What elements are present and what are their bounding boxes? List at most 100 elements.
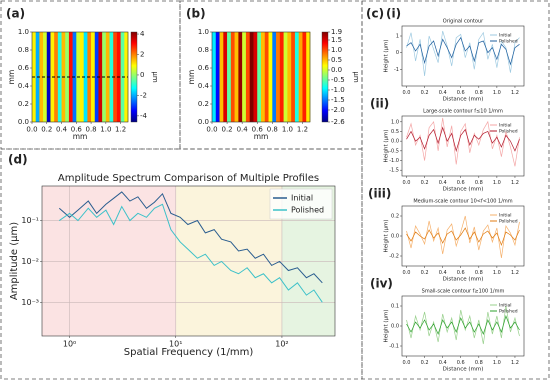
legend-label: Initial [499, 303, 511, 309]
y-tick-label: 0.2 [18, 100, 29, 108]
heatmap-cell [283, 32, 288, 122]
y-axis-label: mm [187, 70, 196, 85]
data-line [406, 36, 520, 66]
y-tick-label: -1 [394, 67, 399, 73]
x-tick-label: 1.2 [297, 126, 308, 134]
y-tick-label: 1.0 [391, 119, 399, 125]
data-line [406, 227, 520, 247]
x-axis-label: mm [73, 132, 88, 141]
panel-label: (c) [366, 7, 384, 21]
x-tick-label: 0.4 [439, 270, 447, 276]
x-tick-label: 0.6 [457, 180, 465, 186]
y-axis-label: Height (μm) [384, 309, 390, 342]
panel-border [0, 0, 181, 150]
x-tick-label: 1.0 [493, 360, 501, 366]
colorbar-tick-label: -0.5 [331, 76, 345, 84]
data-line [406, 126, 520, 153]
plot-frame [31, 31, 129, 123]
colorbar-tick-label: 0 [140, 71, 144, 79]
y-tick-label: 0.4 [198, 82, 210, 90]
x-tick-label: 10⁰ [63, 340, 76, 349]
legend-label: Polished [499, 129, 518, 135]
heatmap-cell [257, 32, 262, 122]
chart-title: Original contour [443, 19, 484, 25]
x-axis-label: Distance (mm) [443, 277, 484, 283]
x-tick-label: 0.2 [41, 126, 52, 134]
x-tick-label: 0.4 [439, 180, 447, 186]
colorbar [130, 31, 138, 123]
heatmap-cell [242, 32, 247, 122]
y-axis-label: Height (μm) [384, 129, 390, 162]
colorbar-tick-label: 1.5 [331, 36, 342, 44]
panel-label: (a) [6, 7, 25, 21]
chart-title: Medium-scale contour 10<f<100 1/mm [413, 199, 512, 205]
subpanel-label: (iv) [370, 277, 393, 291]
heatmap-cell [238, 32, 243, 122]
heatmap-cell [109, 32, 114, 122]
x-tick-label: 0.0 [403, 360, 411, 366]
y-tick-label: -0.5 [389, 148, 399, 154]
legend-label: Polished [291, 206, 324, 215]
x-tick-label: 0.2 [421, 90, 429, 96]
x-tick-label: 0.0 [206, 126, 217, 134]
data-line [58, 191, 323, 284]
legend-label: Polished [499, 309, 518, 315]
colorbar-tick-label: -1.5 [331, 96, 345, 104]
heatmap-cell [306, 32, 311, 122]
y-tick-label: 0.1 [391, 304, 399, 310]
colorbar-tick-label: -2.0 [331, 106, 345, 114]
heatmap-cell [83, 32, 88, 122]
x-tick-label: 1.0 [493, 180, 501, 186]
y-tick-label: -1.5 [389, 168, 399, 174]
frequency-band [175, 186, 282, 336]
x-axis-label: Distance (mm) [443, 97, 484, 103]
panel-border [0, 148, 363, 380]
subpanel-label: (i) [386, 7, 401, 21]
heatmap-cell [287, 32, 292, 122]
colorbar-tick-label: 1.9 [331, 28, 342, 36]
x-tick-label: 0.8 [86, 126, 97, 134]
heatmap-cell [215, 32, 220, 122]
heatmap-cell [279, 32, 284, 122]
heatmap-cell [294, 32, 299, 122]
data-line [406, 117, 520, 167]
legend-label: Polished [499, 39, 518, 45]
y-axis-label: Amplitude (μm) [9, 222, 20, 300]
x-tick-label: 0.6 [71, 126, 83, 134]
y-tick-label: 0.2 [391, 214, 399, 220]
data-line [58, 203, 323, 303]
y-tick-label: -0.1 [389, 344, 399, 350]
y-tick-label: 0.0 [391, 139, 399, 145]
x-tick-label: 0.2 [222, 126, 233, 134]
heatmap-cell [261, 32, 266, 122]
subpanel-label: (ii) [370, 97, 389, 111]
x-tick-label: 0.4 [237, 126, 249, 134]
y-axis-label: Height (μm) [384, 219, 390, 252]
heatmap-cell [253, 32, 258, 122]
x-tick-label: 0.8 [475, 360, 483, 366]
colorbar-tick-label: 1.0 [331, 46, 342, 54]
heatmap-cell [219, 32, 224, 122]
colorbar-tick-label: 2 [140, 51, 144, 59]
heatmap-cell [54, 32, 59, 122]
x-tick-label: 0.0 [403, 90, 411, 96]
legend-label: Polished [499, 219, 518, 225]
colorbar-label: μm [352, 71, 360, 82]
x-tick-label: 0.8 [267, 126, 278, 134]
heatmap-cell [227, 32, 232, 122]
chart-title: Amplitude Spectrum Comparison of Multipl… [58, 173, 319, 184]
heatmap-cell [94, 32, 99, 122]
data-line [406, 305, 520, 345]
y-axis-label: mm [7, 70, 16, 85]
x-tick-label: 10¹ [169, 340, 182, 349]
heatmap-cell [272, 32, 277, 122]
heatmap-cell [124, 32, 129, 122]
colorbar-tick-label: -1.0 [331, 86, 345, 94]
heatmap-cell [264, 32, 269, 122]
heatmap-cell [291, 32, 296, 122]
heatmap-cell [98, 32, 103, 122]
x-tick-label: 1.2 [511, 180, 519, 186]
x-tick-label: 0.4 [439, 90, 447, 96]
legend-label: Initial [499, 123, 511, 129]
